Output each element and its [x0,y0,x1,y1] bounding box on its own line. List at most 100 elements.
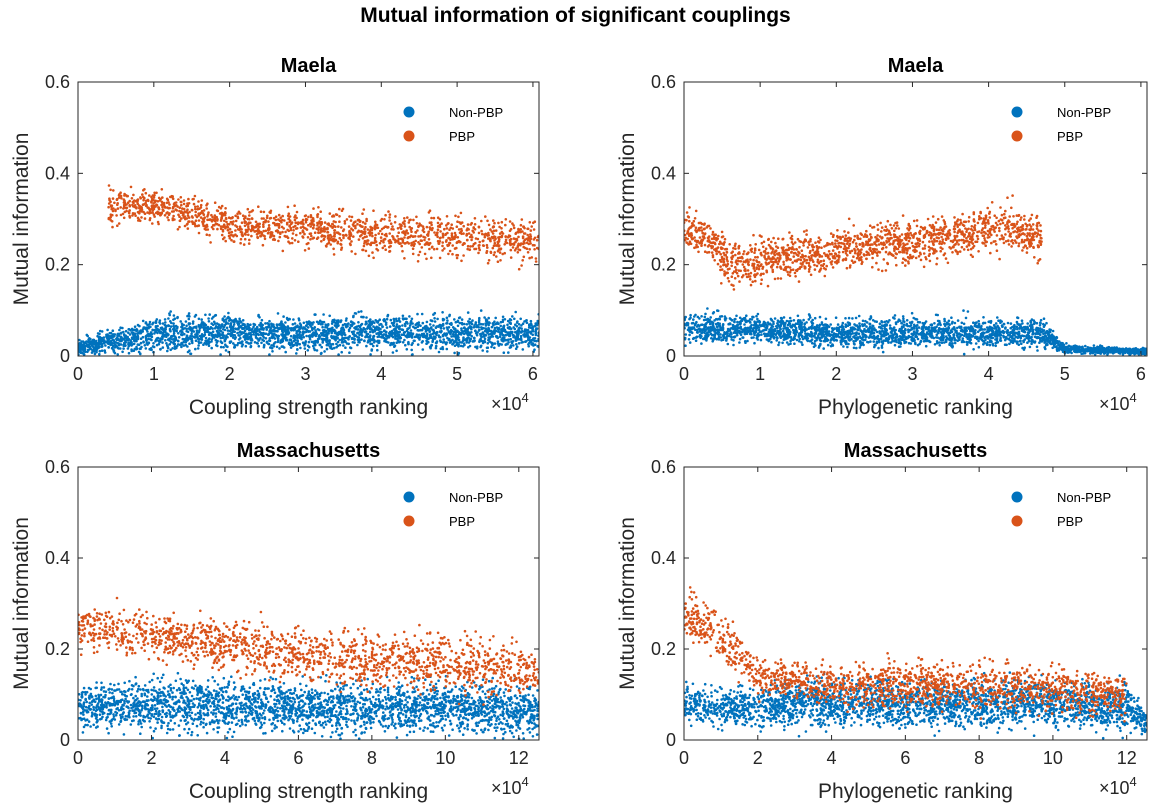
data-point [173,326,176,330]
data-point [112,339,115,342]
data-point [423,334,426,337]
data-point [182,202,186,206]
data-point [470,322,474,326]
data-point [507,351,510,354]
data-point [94,343,98,346]
data-point [120,197,123,200]
data-point [174,201,178,204]
data-point [285,339,289,342]
data-point [319,210,323,213]
legend-marker [403,106,415,118]
data-point [238,341,242,345]
data-point [224,217,228,220]
data-point [420,246,424,249]
data-point [173,342,177,346]
data-point [292,336,296,339]
data-point [169,325,173,328]
data-point [496,340,500,343]
data-point [491,343,494,346]
data-point [293,328,297,331]
data-point [460,327,463,330]
data-point [439,326,443,329]
data-point [152,345,156,349]
data-point [240,228,243,231]
data-point [382,318,385,322]
data-point [332,329,336,333]
data-point [529,229,533,232]
data-point [454,320,458,324]
data-point [283,219,286,222]
data-point [178,209,181,213]
data-point [234,336,237,339]
data-point [314,339,318,343]
data-point [112,189,115,192]
data-point [303,232,306,236]
data-point [111,225,114,229]
data-point [264,337,268,340]
data-point [186,227,190,230]
data-point [345,325,348,329]
data-point [368,234,372,237]
data-point [325,332,329,336]
data-point [369,342,372,346]
data-point [492,229,496,233]
data-point [317,226,321,229]
data-point [483,340,487,344]
data-point [456,329,459,333]
data-point [196,224,199,228]
data-point [166,216,169,219]
data-point [211,336,215,339]
data-point [207,333,211,337]
data-point [377,339,381,343]
data-point [243,224,247,228]
data-point [448,249,452,253]
data-point [340,209,344,212]
data-point [406,333,410,337]
data-point [137,204,141,207]
data-point [524,319,528,323]
data-point [132,342,136,346]
data-point [336,319,340,322]
data-point [278,323,282,327]
data-point [343,339,347,343]
data-point [218,334,222,337]
data-point [447,326,451,329]
data-point [521,329,524,333]
data-point [470,334,474,338]
data-point [379,219,383,222]
data-point [488,329,492,333]
data-point [210,225,214,229]
data-point [841,321,845,325]
data-point [465,232,469,236]
data-point [296,221,300,224]
data-point [376,335,380,339]
data-point [328,212,332,215]
data-point [1092,344,1096,347]
data-point [483,235,487,239]
data-point [244,215,247,218]
data-point [457,215,460,219]
data-point [161,337,164,340]
data-point [463,242,466,245]
data-point [515,343,518,346]
data-point [242,243,246,246]
data-point [283,325,286,328]
data-point [116,333,119,337]
data-point [194,205,197,209]
data-point [492,225,495,228]
data-point [262,336,266,339]
data-point [410,343,414,347]
data-point [407,342,410,346]
data-point [456,236,460,239]
data-point [94,341,97,344]
data-point [257,314,260,318]
data-point [365,219,368,223]
data-point [836,323,840,326]
data-point [208,313,211,316]
data-point [453,231,457,235]
data-point [377,326,380,329]
data-point [801,343,804,347]
data-point [179,196,183,199]
data-point [243,237,247,241]
